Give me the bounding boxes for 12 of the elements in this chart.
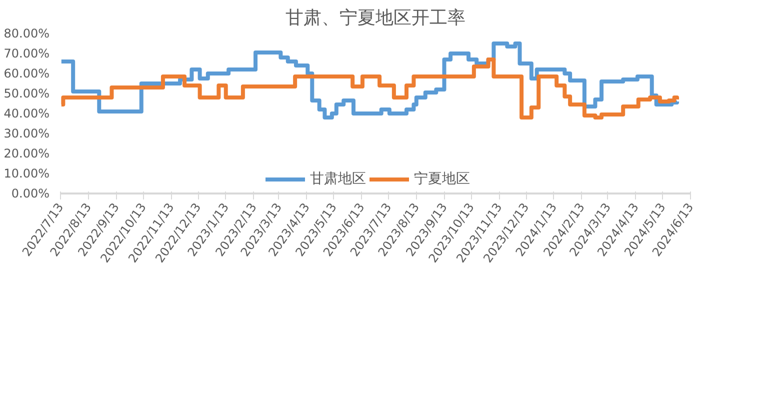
legend-label: 甘肃地区: [310, 170, 366, 188]
y-tick-label: 30.00%: [4, 126, 50, 140]
legend-label: 宁夏地区: [414, 170, 470, 188]
y-tick-label: 60.00%: [4, 66, 50, 80]
y-tick-label: 10.00%: [4, 166, 50, 180]
y-tick-label: 40.00%: [4, 106, 50, 120]
y-tick-label: 50.00%: [4, 86, 50, 100]
chart-title: 甘肃、宁夏地区开工率: [286, 8, 466, 28]
y-tick-label: 0.00%: [11, 186, 50, 200]
y-tick-label: 80.00%: [4, 26, 50, 40]
y-tick-label: 20.00%: [4, 146, 50, 160]
y-tick-label: 70.00%: [4, 46, 50, 60]
